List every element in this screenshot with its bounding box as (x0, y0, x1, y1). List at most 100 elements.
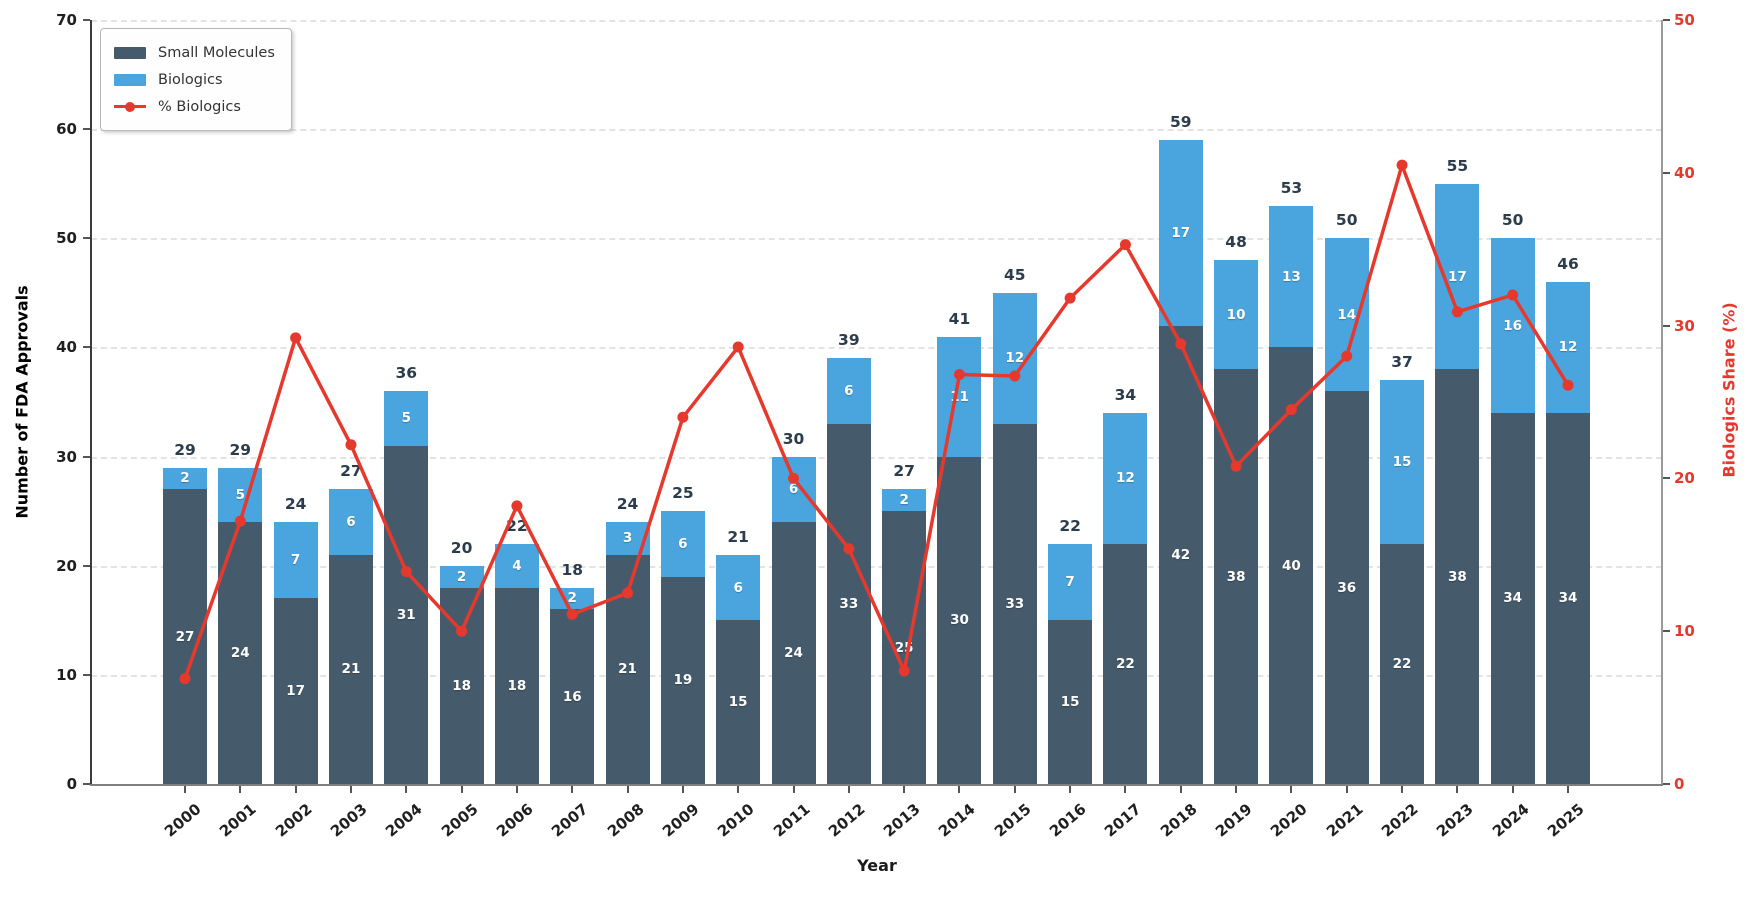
biologics-segment: 4 (494, 543, 539, 588)
tick-mark (571, 785, 574, 793)
total-label: 50 (1335, 211, 1358, 230)
total-label: 39 (838, 331, 860, 350)
x-tick-label-2007: 2007 (548, 800, 592, 841)
small-molecules-segment: 24 (771, 522, 816, 784)
x-tick-label-2023: 2023 (1433, 800, 1477, 841)
small-molecules-value: 33 (839, 595, 859, 612)
small-molecules-segment: 16 (550, 609, 595, 784)
biologics-segment: 12 (1546, 281, 1590, 413)
small-molecules-value: 34 (1503, 590, 1523, 607)
tick-mark (294, 785, 297, 793)
biologics-value: 4 (512, 557, 522, 574)
biologics-segment: 6 (716, 554, 761, 621)
biologics-segment: 2 (882, 489, 927, 512)
bar-2004: 31 5 (384, 391, 429, 784)
small-molecules-segment: 42 (1158, 325, 1203, 784)
small-molecules-value: 18 (452, 677, 471, 694)
biologics-segment: 6 (771, 456, 816, 523)
biologics-segment: 7 (273, 522, 318, 599)
line-marker-2015 (1009, 370, 1021, 382)
tick-mark (1663, 171, 1670, 174)
small-molecules-value: 21 (341, 661, 361, 678)
biologics-value: 2 (567, 590, 577, 607)
small-molecules-value: 16 (562, 688, 582, 705)
tick-mark (1663, 324, 1670, 327)
bar-2011: 24 6 (771, 456, 816, 784)
small-molecules-value: 21 (618, 661, 637, 678)
line-marker-2004 (400, 566, 412, 578)
x-tick-label-2020: 2020 (1267, 800, 1311, 841)
tick-mark (83, 19, 90, 21)
tick-mark (1663, 477, 1670, 480)
gridline (91, 238, 1662, 241)
line-marker-2018 (1175, 338, 1187, 350)
small-molecules-value: 22 (1392, 655, 1412, 672)
y-axis-title-right: Biologics Share (%) (1719, 302, 1739, 478)
tick-mark (1235, 785, 1238, 793)
x-tick-label-2017: 2017 (1101, 800, 1146, 841)
tick-mark (184, 785, 186, 793)
x-tick-label-2000: 2000 (161, 800, 205, 841)
small-molecules-value: 24 (230, 645, 250, 662)
gridline (91, 347, 1662, 350)
x-tick-label-2018: 2018 (1156, 800, 1201, 841)
bar-2005: 18 2 (439, 565, 484, 784)
line-marker-2007 (566, 608, 578, 620)
small-molecules-value: 24 (784, 645, 803, 662)
bar-2022: 22 15 (1380, 380, 1425, 784)
x-tick-label-2019: 2019 (1212, 800, 1256, 841)
small-molecules-value: 36 (1337, 579, 1357, 596)
x-tick-label-2005: 2005 (437, 800, 482, 841)
small-molecules-value: 19 (673, 672, 693, 689)
total-label: 25 (672, 484, 694, 503)
biologics-value: 2 (180, 470, 190, 487)
tick-mark (1663, 630, 1670, 633)
biologics-value: 13 (1281, 268, 1301, 285)
pct-biologics-line (179, 159, 1574, 685)
tick-mark (83, 128, 90, 131)
biologics-segment: 2 (163, 467, 207, 490)
tick-mark (1290, 785, 1293, 793)
tick-mark (1567, 785, 1569, 793)
line-marker-2003 (345, 439, 357, 451)
small-molecules-value: 22 (1116, 655, 1135, 672)
total-label: 59 (1169, 113, 1192, 132)
tick-mark (737, 785, 740, 793)
x-tick-label-2011: 2011 (769, 800, 814, 841)
bar-2017: 22 12 (1103, 412, 1148, 784)
legend-item-pct-biologics: % Biologics (114, 93, 275, 120)
bar-2018: 42 17 (1158, 140, 1203, 784)
line-marker-2022 (1396, 159, 1408, 171)
line-marker-2009 (677, 411, 689, 423)
total-label: 46 (1557, 254, 1579, 273)
x-tick-label-2013: 2013 (880, 800, 924, 841)
tick-mark (1069, 785, 1072, 793)
tick-mark (1013, 785, 1016, 793)
biologics-value: 6 (733, 579, 743, 596)
x-tick-label-2012: 2012 (824, 800, 869, 841)
bar-2009: 19 6 (660, 511, 705, 784)
tick-mark (1663, 19, 1670, 21)
y-tick-label-left: 20 (56, 556, 77, 575)
tick-mark (239, 785, 242, 793)
bar-2020: 40 13 (1269, 205, 1314, 784)
small-molecules-value: 15 (1060, 694, 1080, 711)
total-label: 18 (561, 560, 584, 579)
line-marker-2017 (1119, 239, 1131, 251)
small-molecules-segment: 40 (1269, 347, 1314, 784)
x-axis-title: Year (857, 856, 897, 875)
small-molecules-segment: 22 (1103, 543, 1148, 784)
biologics-value: 6 (346, 514, 356, 531)
small-molecules-value: 31 (396, 606, 416, 623)
line-marker-2024 (1507, 289, 1519, 301)
biologics-segment: 2 (439, 565, 484, 588)
y-tick-label-right: 50 (1674, 11, 1695, 29)
small-molecules-value: 42 (1171, 546, 1191, 563)
small-molecules-segment: 18 (494, 587, 539, 784)
total-label: 37 (1391, 353, 1413, 372)
tick-mark (83, 237, 90, 240)
biologics-value: 7 (290, 552, 301, 569)
small-molecules-segment: 38 (1214, 369, 1259, 784)
small-molecules-segment: 18 (439, 587, 484, 784)
